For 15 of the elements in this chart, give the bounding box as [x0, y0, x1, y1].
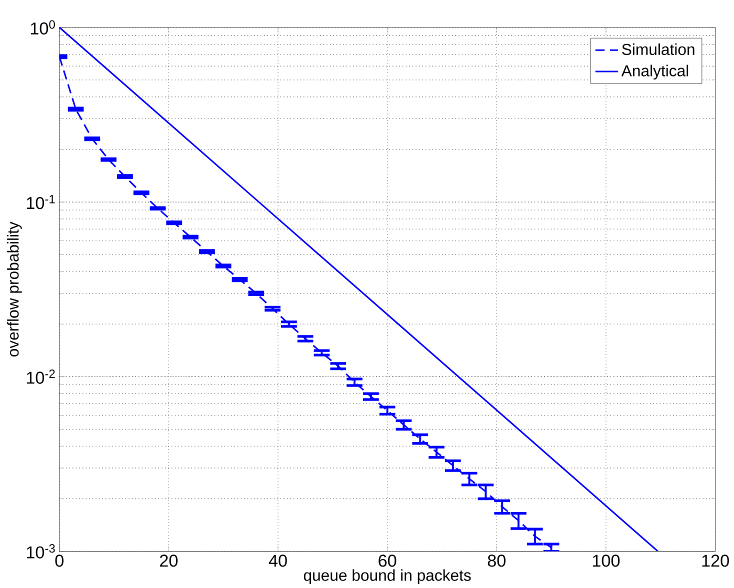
y-axis-title: overflow probability: [7, 221, 22, 356]
y-tick-label: 10$^{0}$: [30, 20, 55, 34]
x-tick-label: 60: [378, 554, 396, 567]
x-tick-label: 80: [488, 554, 506, 567]
legend-label: Simulation: [622, 43, 694, 55]
x-tick-label: 40: [268, 554, 287, 567]
legend-label: Analytical: [621, 64, 688, 80]
y-tick-label: 10$^{-1}$: [26, 194, 55, 209]
y-tick-label: 10$^{-2}$: [26, 369, 55, 384]
x-tick-label: 120: [702, 554, 729, 567]
y-tick-label: 10$^{-3}$: [26, 544, 55, 558]
x-tick-label: 100: [592, 554, 620, 567]
x-tick-label: 20: [160, 554, 178, 567]
x-axis-title: queue bound in packets: [304, 569, 471, 584]
x-tick-label: 0: [55, 554, 64, 567]
